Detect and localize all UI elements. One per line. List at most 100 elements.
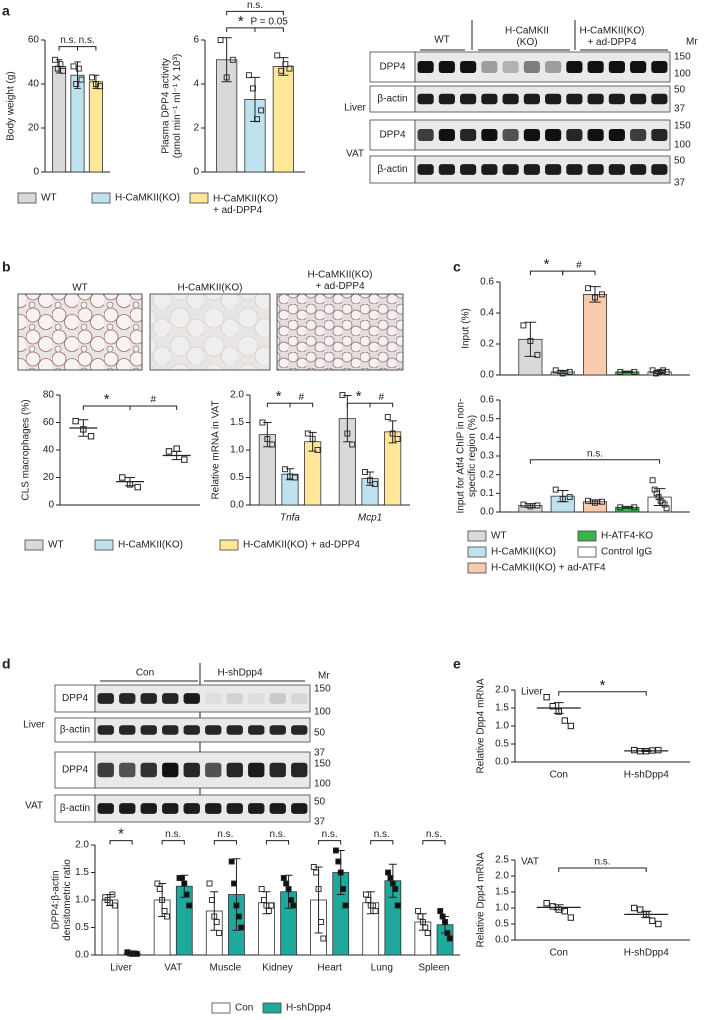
data-point [385, 869, 392, 876]
blot-band [460, 61, 477, 73]
legend-swatch [91, 192, 111, 204]
data-point [342, 902, 349, 909]
mw-marker: 100 [674, 140, 691, 151]
data-point [223, 74, 230, 81]
data-point [258, 107, 265, 114]
panel-label: e [453, 656, 461, 672]
data-point [437, 908, 444, 914]
blot-band [162, 725, 179, 735]
data-point [549, 703, 556, 710]
blot-band [291, 725, 308, 735]
blot-band [438, 93, 455, 105]
data-point [651, 486, 658, 493]
error-bar [621, 370, 634, 374]
data-point [332, 847, 339, 854]
protein-label: DPP4 [379, 130, 406, 141]
y-tick-label: 0 [193, 167, 199, 178]
data-point [655, 494, 662, 501]
data-point [315, 886, 322, 892]
blot-band [630, 61, 647, 73]
data-point [365, 897, 372, 903]
y-tick-label: 20 [28, 123, 40, 134]
x-tick-label: Tnfa [280, 513, 300, 524]
data-point [655, 746, 662, 754]
data-point [291, 474, 298, 481]
error-bar [78, 419, 89, 437]
blot-band [523, 164, 540, 175]
mw-marker: 50 [674, 156, 686, 167]
y-tick-label: 0.6 [480, 395, 494, 406]
data-point [211, 913, 218, 920]
data-point [269, 441, 276, 448]
panel-label: b [2, 259, 11, 275]
blot-band [183, 725, 200, 735]
protein-label: DPP4 [62, 765, 89, 776]
data-point [57, 61, 64, 68]
y-tick-label: 2.0 [495, 871, 509, 882]
blot-band [523, 93, 540, 105]
data-point [549, 903, 556, 910]
significance-bracket [77, 46, 97, 51]
y-tick-label: 4 [193, 79, 199, 90]
data-point [543, 900, 550, 907]
y-tick-label: 1.0 [75, 895, 89, 906]
legend-swatch [262, 1002, 282, 1014]
legend-swatch [189, 192, 209, 204]
mr-label: Mr [318, 671, 330, 682]
significance-label: n.s. [374, 829, 390, 840]
chart-title: Liver [521, 687, 543, 698]
data-point [659, 499, 666, 506]
significance-bracket [254, 27, 284, 32]
data-point [439, 913, 446, 920]
panel-label: a [2, 3, 10, 19]
data-point [552, 486, 559, 493]
error-bar [125, 477, 135, 487]
data-point [304, 430, 311, 437]
blot-band [417, 129, 434, 141]
blot-band [438, 164, 455, 175]
blot-band [545, 164, 562, 175]
data-point [653, 490, 660, 497]
blot-band [502, 129, 519, 141]
data-point [96, 83, 103, 90]
error-bar [553, 702, 564, 714]
histology-image [276, 293, 404, 371]
mw-marker: 150 [674, 121, 691, 132]
data-point [617, 368, 624, 375]
data-point [520, 501, 527, 508]
data-point [290, 902, 297, 909]
bar [582, 293, 608, 376]
y-axis-label: Relative Dpp4 mRNA [476, 678, 487, 773]
y-tick-label: 0.0 [230, 500, 244, 511]
data-point [422, 924, 429, 931]
blot-strip [414, 51, 671, 83]
blot-band [587, 61, 604, 73]
y-tick-label: 2.0 [495, 685, 509, 696]
data-point [559, 370, 566, 377]
data-point [649, 367, 656, 374]
blot-band [248, 803, 265, 814]
y-tick-label: 2.5 [495, 855, 509, 866]
blot-band [651, 164, 668, 175]
legend-label: WT [41, 193, 57, 204]
blot-band [226, 693, 243, 704]
data-point [70, 63, 77, 70]
data-point [384, 414, 391, 420]
blot-band [205, 762, 222, 778]
data-point [235, 913, 242, 920]
blot-band [481, 129, 498, 141]
significance-label: * [544, 256, 550, 273]
blot-band [97, 693, 114, 704]
data-point [78, 76, 85, 83]
y-tick-label: 1.0 [230, 445, 244, 456]
data-point [52, 56, 59, 63]
tissue-label: Liver [23, 720, 45, 731]
blot-band [608, 164, 625, 175]
tissue-label: VAT [346, 149, 364, 160]
blot-band [119, 693, 136, 704]
data-point [213, 919, 220, 925]
significance-label: P = 0.05 [250, 17, 288, 28]
mw-marker: 50 [314, 728, 326, 739]
y-tick-label: 1.5 [495, 887, 509, 898]
significance-bracket [161, 840, 185, 845]
